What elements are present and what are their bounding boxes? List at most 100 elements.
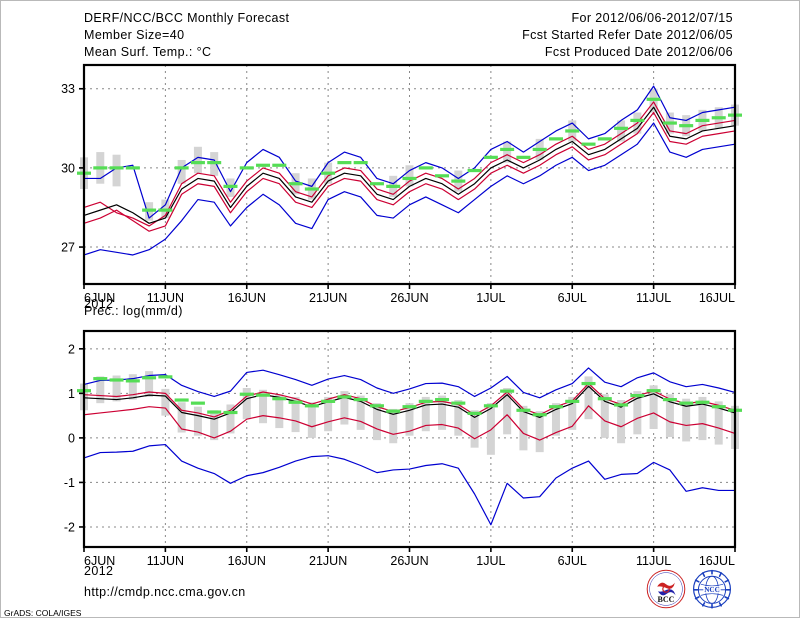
climatology-range-bar: [161, 388, 170, 416]
climatology-mean-dash: [597, 397, 612, 401]
climatology-mean-dash: [711, 116, 726, 120]
x-tick-label: 26JUN: [390, 554, 428, 568]
climatology-range-bar: [112, 154, 121, 187]
climatology-mean-dash: [109, 378, 124, 382]
climatology-mean-dash: [516, 408, 531, 412]
top-panel-variable-label: Mean Surf. Temp.: °C: [84, 45, 212, 59]
climatology-mean-dash: [109, 166, 124, 170]
climatology-mean-dash: [418, 399, 433, 403]
climatology-mean-dash: [158, 208, 173, 212]
climatology-range-bar: [617, 400, 626, 444]
svg-text:NCC: NCC: [704, 586, 720, 594]
x-tick-label: 1JUL: [476, 291, 505, 305]
climatology-mean-dash: [239, 166, 254, 170]
climatology-mean-dash: [288, 182, 303, 186]
climatology-mean-dash: [662, 121, 677, 125]
climatology-mean-dash: [93, 166, 108, 170]
climatology-range-bar: [324, 396, 333, 432]
climatology-range-bar: [193, 146, 202, 174]
series-line: [83, 106, 736, 224]
x-tick-label: 1JUL: [476, 554, 505, 568]
climatology-mean-dash: [402, 405, 417, 409]
climatology-mean-dash: [565, 129, 580, 133]
x-tick-label: 11JUL: [636, 554, 671, 568]
climatology-mean-dash: [207, 410, 222, 414]
climatology-mean-dash: [223, 410, 238, 415]
climatology-range-bar: [551, 403, 560, 436]
forecast-start-label: Fcst Started Refer Date 2012/06/05: [522, 28, 733, 42]
x-tick-label: 21JUN: [309, 291, 347, 305]
temperature-panel: 27 30 33 6JUN 11JUN 16JUN 21JUN 26JUN 1JUL 6JUL 11…: [1, 1, 799, 305]
climatology-mean-dash: [695, 118, 710, 123]
bottom-axis-year-label: 2012: [84, 564, 114, 578]
climatology-mean-dash: [93, 377, 108, 381]
climatology-mean-dash: [695, 400, 710, 404]
climatology-mean-dash: [158, 375, 173, 379]
climatology-range-bar: [291, 396, 300, 433]
plot-area-mean-surface-temperature: 27 30 33 6JUN 11JUN 16JUN 21JUN 26JUN 1JUL 6JUL 11…: [61, 63, 742, 305]
series-line: [83, 367, 736, 399]
series-line: [83, 443, 735, 526]
climatology-range-bar: [112, 375, 121, 402]
source-url[interactable]: http://cmdp.ncc.cma.gov.cn: [84, 585, 246, 599]
climatology-mean-dash: [614, 126, 629, 130]
climatology-range-bar: [503, 141, 512, 163]
climatology-mean-dash: [500, 389, 515, 393]
climatology-range-bar: [405, 165, 414, 187]
climatology-mean-dash: [321, 171, 336, 175]
climatology-range-bar: [714, 401, 723, 445]
x-tick-label: 21JUN: [309, 554, 347, 568]
y-tick-label: 2: [68, 342, 75, 356]
climatology-mean-dash: [646, 97, 661, 101]
climatology-mean-dash: [581, 142, 596, 146]
forecast-produced-label: Fcst Produced Date 2012/06/06: [544, 45, 733, 59]
climatology-range-bar: [226, 404, 235, 434]
svg-text:BCC: BCC: [658, 595, 675, 604]
member-size-label: Member Size=40: [84, 28, 185, 42]
climatology-mean-dash: [467, 411, 482, 415]
x-tick-label: 16JUN: [228, 291, 266, 305]
climatology-range-bar: [438, 395, 447, 430]
climatology-mean-dash: [223, 184, 238, 188]
climatology-mean-dash: [304, 404, 319, 408]
climatology-mean-dash: [662, 397, 677, 402]
climatology-range-bar: [177, 402, 186, 433]
climatology-range-bar: [275, 394, 284, 429]
climatology-mean-dash: [321, 399, 336, 403]
climatology-range-bar: [307, 402, 316, 438]
climatology-range-bar: [193, 406, 202, 436]
climatology-mean-dash: [337, 161, 352, 165]
climatology-range-bar: [633, 391, 642, 435]
climatology-mean-dash: [451, 401, 466, 405]
climatology-range-bar: [600, 394, 609, 438]
climatology-range-bar: [405, 403, 414, 436]
climatology-mean-dash: [190, 161, 205, 165]
y-tick-label: 1: [68, 387, 75, 401]
climatology-range-bar: [519, 405, 528, 451]
x-tick-label: 6JUN: [84, 291, 115, 305]
climatology-range-bar: [454, 400, 463, 436]
climatology-range-bar: [698, 396, 707, 441]
grads-credit: GrADS: COLA/IGES: [4, 608, 82, 618]
climatology-mean-dash: [256, 163, 271, 167]
climatology-mean-dash: [516, 155, 531, 159]
climatology-mean-dash: [402, 176, 417, 181]
climatology-mean-dash: [435, 397, 450, 402]
climatology-mean-dash: [288, 400, 303, 404]
x-tick-label: 6JUL: [558, 554, 587, 568]
climatology-range-bar: [210, 410, 219, 441]
climatology-mean-dash: [272, 163, 287, 167]
series-line: [83, 111, 736, 232]
climatology-mean-dash: [548, 405, 563, 409]
climatology-mean-dash: [451, 179, 466, 183]
climatology-range-bar: [584, 376, 593, 420]
climatology-range-bar: [617, 120, 626, 142]
x-tick-label: 11JUL: [636, 291, 671, 305]
climatology-mean-dash: [483, 155, 498, 159]
climatology-mean-dash: [467, 168, 482, 173]
bottom-panel-variable-label: Prec.: log(mm/d): [84, 304, 183, 318]
climatology-mean-dash: [190, 401, 205, 405]
climatology-range-bar: [649, 385, 658, 429]
